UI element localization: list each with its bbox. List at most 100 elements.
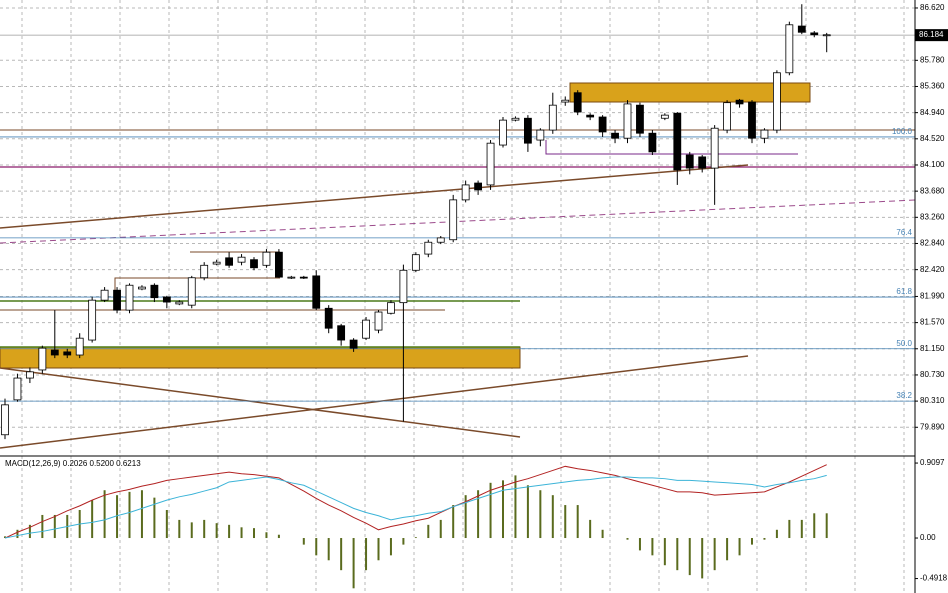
candle-body bbox=[623, 103, 632, 139]
macd-bar bbox=[800, 519, 803, 539]
macd-bar bbox=[116, 495, 119, 539]
macd-bar bbox=[651, 538, 654, 556]
last-price-box bbox=[915, 29, 948, 42]
macd-bar bbox=[825, 513, 828, 539]
candle-body bbox=[411, 254, 420, 271]
macd-bar bbox=[178, 519, 181, 539]
macd-bar bbox=[4, 536, 6, 539]
macd-bar bbox=[352, 538, 355, 589]
macd-title: MACD(12,26,9) 0.2026 0.5200 0.6213 bbox=[5, 459, 141, 468]
macd-bar bbox=[638, 538, 641, 551]
candle-body bbox=[138, 286, 146, 290]
macd-bar bbox=[41, 514, 44, 539]
macd-bar bbox=[589, 519, 592, 539]
candle-body bbox=[175, 301, 184, 305]
candle-body bbox=[611, 132, 619, 139]
macd-bar bbox=[190, 522, 193, 539]
macd-bar bbox=[140, 490, 143, 539]
candle-body bbox=[50, 349, 59, 356]
last-price-label: 86.184 bbox=[919, 30, 944, 39]
candle-body bbox=[299, 276, 308, 279]
macd-bar bbox=[389, 538, 392, 556]
candle-body bbox=[810, 32, 819, 36]
fib-label: 76.4 bbox=[896, 228, 912, 237]
candle-body bbox=[673, 112, 682, 171]
y-tick-label: 84.100 bbox=[920, 160, 945, 169]
macd-bar bbox=[663, 538, 666, 566]
candle-body bbox=[75, 337, 84, 356]
fib-label: 100.0 bbox=[892, 127, 913, 136]
candle-body bbox=[113, 289, 121, 311]
macd-bar bbox=[489, 482, 492, 539]
macd-bar bbox=[813, 513, 816, 539]
macd-bar bbox=[726, 538, 729, 561]
candle-body bbox=[88, 299, 97, 341]
macd-bar bbox=[53, 514, 56, 539]
macd-bar bbox=[228, 524, 231, 539]
candle-body bbox=[760, 129, 769, 139]
macd-bar bbox=[676, 538, 679, 571]
macd-bar bbox=[763, 538, 766, 540]
macd-bar bbox=[28, 524, 31, 539]
candle-body bbox=[499, 119, 507, 146]
y-tick-label: 0.9097 bbox=[920, 458, 945, 467]
candle-body bbox=[785, 24, 794, 74]
y-tick-label: 80.730 bbox=[920, 370, 945, 379]
macd-bar bbox=[203, 519, 206, 539]
y-tick-label: -0.4918 bbox=[920, 574, 948, 583]
y-tick-label: 81.570 bbox=[920, 318, 945, 327]
macd-bar bbox=[526, 485, 529, 539]
macd-bar bbox=[477, 490, 480, 539]
candle-body bbox=[337, 325, 346, 341]
macd-bar bbox=[452, 505, 455, 539]
macd-bar bbox=[551, 495, 554, 539]
macd-bar bbox=[327, 538, 330, 561]
candle-body bbox=[200, 264, 209, 279]
candle-body bbox=[287, 276, 296, 279]
candle-body bbox=[274, 251, 283, 278]
vertical-grid bbox=[0, 0, 915, 593]
fib-label: 50.0 bbox=[896, 339, 912, 348]
candle-body bbox=[25, 371, 34, 379]
macd-bar bbox=[738, 538, 741, 556]
candle-body bbox=[424, 241, 433, 255]
level-line bbox=[114, 277, 280, 290]
candle-body bbox=[38, 347, 47, 371]
fib-label: 38.2 bbox=[896, 391, 912, 400]
macd-bar bbox=[91, 500, 94, 539]
candle-body bbox=[548, 104, 557, 131]
candle-body bbox=[150, 284, 159, 299]
candle-body bbox=[536, 129, 545, 141]
trend-line bbox=[0, 164, 749, 229]
macd-bar bbox=[128, 491, 131, 539]
fib-label: 61.8 bbox=[896, 287, 912, 296]
macd-bar bbox=[701, 538, 704, 579]
y-tick-label: 79.890 bbox=[920, 422, 945, 431]
candle-body bbox=[511, 117, 520, 121]
candle-body bbox=[461, 184, 470, 201]
candle-body bbox=[324, 307, 333, 329]
candle-body bbox=[187, 277, 196, 306]
macd-bar bbox=[215, 523, 218, 539]
y-tick-label: 0.00 bbox=[920, 533, 936, 542]
drawings bbox=[0, 82, 916, 449]
y-tick-label: 83.260 bbox=[920, 212, 945, 221]
macd-bar bbox=[713, 538, 716, 571]
candle-body bbox=[250, 259, 258, 269]
candle-body bbox=[561, 99, 570, 103]
candle-body bbox=[237, 256, 246, 263]
candle-body bbox=[797, 25, 806, 33]
y-tick-label: 86.620 bbox=[920, 3, 945, 12]
macd-bar bbox=[265, 532, 268, 539]
macd-bar bbox=[153, 497, 156, 539]
macd-bar bbox=[165, 510, 168, 539]
macd-bar bbox=[626, 538, 629, 540]
candle-body bbox=[524, 117, 532, 144]
y-tick-label: 80.310 bbox=[920, 396, 945, 405]
macd-bar bbox=[16, 529, 19, 539]
candle-body bbox=[748, 101, 756, 139]
macd-bar bbox=[539, 490, 542, 539]
candle-body bbox=[773, 72, 781, 131]
macd-bar bbox=[751, 538, 753, 545]
macd-bar bbox=[688, 538, 691, 576]
